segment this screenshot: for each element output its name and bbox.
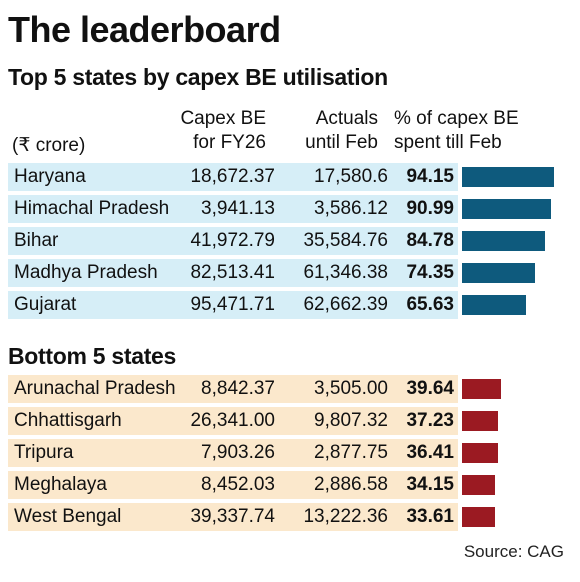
bar-cell [458,503,564,531]
actuals-value: 13,222.36 [303,506,388,527]
capex-be-value: 8,842.37 [201,378,275,399]
percent-bar [462,199,552,219]
capex-be-value: 8,452.03 [201,474,275,495]
capex-be-value: 18,672.37 [190,166,275,187]
state-name: Madhya Pradesh [14,262,158,283]
actuals-value: 9,807.32 [314,410,388,431]
state-name: Haryana [14,166,86,187]
table-row: Madhya Pradesh 82,513.41 61,346.38 74.35 [8,259,564,287]
bottom-states-table: Arunachal Pradesh 8,842.37 3,505.00 39.64 Ch… [8,375,564,535]
bar-cell [458,259,564,287]
column-header-capex-be-line1: Capex BE [180,108,266,129]
bar-cell [458,375,564,403]
percent-value: 74.35 [406,262,454,283]
table-row: Bihar 41,972.79 35,584.76 84.78 [8,227,564,255]
column-header-percent-line1: % of capex BE [394,108,519,129]
table-row: Haryana 18,672.37 17,580.6 94.15 [8,163,564,191]
percent-bar [462,379,501,399]
percent-bar [462,231,546,251]
percent-value: 33.61 [406,506,454,527]
actuals-value: 62,662.39 [303,294,388,315]
table-row: Tripura 7,903.26 2,877.75 36.41 [8,439,564,467]
table-row: Chhattisgarh 26,341.00 9,807.32 37.23 [8,407,564,435]
table-row: West Bengal 39,337.74 13,222.36 33.61 [8,503,564,531]
top-section-heading: Top 5 states by capex BE utilisation [8,64,388,90]
state-name: Tripura [14,442,74,463]
percent-bar [462,263,535,283]
table-row: Arunachal Pradesh 8,842.37 3,505.00 39.64 [8,375,564,403]
column-header-actuals: Actuals until Feb [290,107,378,155]
bottom-section-heading: Bottom 5 states [8,343,177,369]
chart-title: The leaderboard [8,9,281,50]
table-row: Gujarat 95,471.71 62,662.39 65.63 [8,291,564,319]
source-note: Source: CAG [463,542,564,561]
actuals-value: 3,586.12 [314,198,388,219]
state-name: Bihar [14,230,59,251]
percent-bar [462,411,499,431]
bar-cell [458,163,564,191]
column-header-capex-be-line2: for FY26 [193,132,266,153]
state-name: Himachal Pradesh [14,198,170,219]
column-header-actuals-line1: Actuals [315,108,378,129]
capex-be-value: 82,513.41 [190,262,275,283]
bar-cell [458,471,564,499]
column-header-percent-line2: spent till Feb [394,132,502,153]
unit-label: (₹ crore) [12,135,86,156]
percent-value: 39.64 [406,378,454,399]
capex-be-value: 95,471.71 [190,294,275,315]
bar-cell [458,291,564,319]
percent-bar [462,443,498,463]
capex-be-value: 3,941.13 [201,198,275,219]
bar-cell [458,227,564,255]
actuals-value: 3,505.00 [314,378,388,399]
percent-value: 36.41 [406,442,454,463]
bar-cell [458,407,564,435]
capex-be-value: 39,337.74 [190,506,275,527]
state-name: Arunachal Pradesh [14,378,176,399]
state-name: Chhattisgarh [14,410,122,431]
bar-cell [458,439,564,467]
column-header-capex-be: Capex BE for FY26 [180,107,266,155]
state-name: Meghalaya [14,474,107,495]
percent-bar [462,295,527,315]
percent-value: 94.15 [406,166,454,187]
percent-value: 65.63 [406,294,454,315]
percent-value: 37.23 [406,410,454,431]
state-name: Gujarat [14,294,77,315]
top-states-table: Haryana 18,672.37 17,580.6 94.15 Himachal Pr… [8,163,564,323]
percent-value: 90.99 [406,198,454,219]
capex-be-value: 41,972.79 [190,230,275,251]
actuals-value: 2,886.58 [314,474,388,495]
state-name: West Bengal [14,506,122,527]
capex-be-value: 26,341.00 [190,410,275,431]
column-header-percent: % of capex BE spent till Feb [394,107,519,155]
percent-bar [462,167,555,187]
table-row: Himachal Pradesh 3,941.13 3,586.12 90.99 [8,195,564,223]
percent-bar [462,507,495,527]
actuals-value: 17,580.6 [314,166,388,187]
column-header-actuals-line2: until Feb [305,132,378,153]
actuals-value: 2,877.75 [314,442,388,463]
actuals-value: 61,346.38 [303,262,388,283]
percent-value: 34.15 [406,474,454,495]
actuals-value: 35,584.76 [303,230,388,251]
percent-value: 84.78 [406,230,454,251]
capex-be-value: 7,903.26 [201,442,275,463]
table-row: Meghalaya 8,452.03 2,886.58 34.15 [8,471,564,499]
bar-cell [458,195,564,223]
percent-bar [462,475,496,495]
